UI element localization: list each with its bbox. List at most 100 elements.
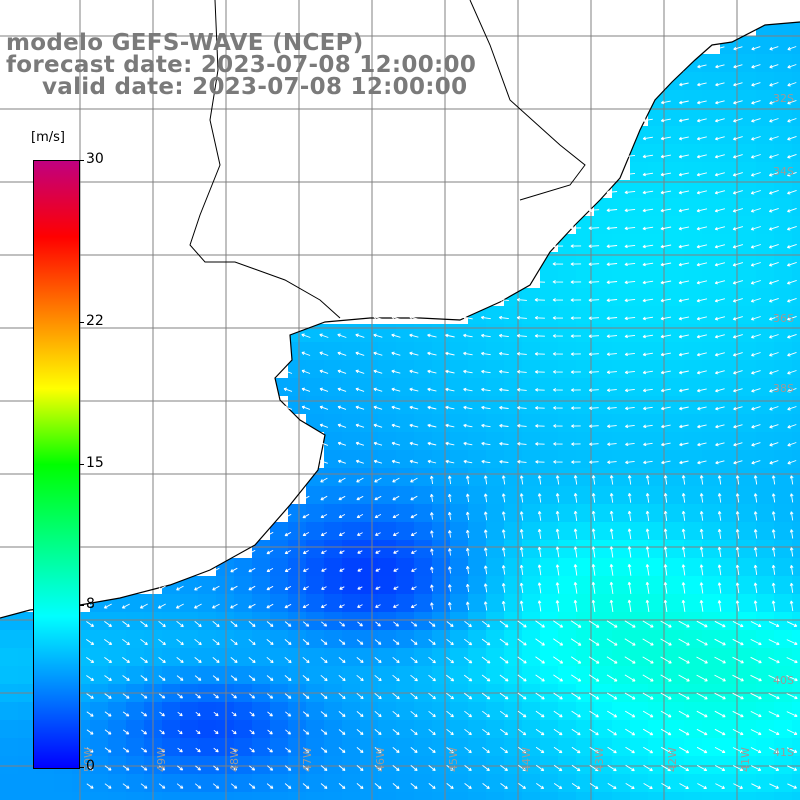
wind-speed-cell bbox=[126, 792, 144, 800]
wind-arrow bbox=[645, 581, 650, 594]
wind-speed-cell bbox=[432, 558, 450, 576]
wind-speed-cell bbox=[648, 720, 666, 738]
wind-arrow bbox=[624, 638, 636, 646]
wind-arrow bbox=[391, 351, 401, 356]
wind-arrow bbox=[465, 583, 470, 592]
wind-arrow bbox=[122, 765, 130, 771]
wind-arrow bbox=[714, 352, 725, 357]
wind-arrow bbox=[393, 550, 399, 554]
wind-arrow bbox=[733, 100, 743, 105]
wind-speed-cell bbox=[486, 702, 504, 720]
wind-arrow bbox=[681, 599, 686, 612]
wind-speed-cell bbox=[594, 522, 612, 540]
wind-speed-cell bbox=[558, 666, 576, 684]
wind-speed-cell bbox=[684, 540, 702, 558]
wind-speed-cell bbox=[792, 396, 800, 414]
wind-arrow bbox=[267, 765, 274, 771]
wind-arrow bbox=[338, 639, 346, 645]
wind-speed-cell bbox=[360, 360, 378, 378]
wind-speed-cell bbox=[378, 468, 396, 486]
wind-speed-cell bbox=[450, 576, 468, 594]
wind-speed-cell bbox=[558, 468, 576, 486]
colorbar-tick-label: 15 bbox=[86, 454, 104, 471]
wind-arrow bbox=[787, 315, 797, 321]
wind-arrow bbox=[302, 495, 310, 501]
wind-speed-cell bbox=[594, 306, 612, 324]
wind-speed-cell bbox=[540, 378, 558, 396]
wind-arrow bbox=[427, 333, 437, 338]
wind-speed-cell bbox=[630, 504, 648, 522]
wind-speed-cell bbox=[594, 738, 612, 756]
wind-speed-cell bbox=[252, 540, 270, 558]
wind-speed-cell bbox=[666, 288, 684, 306]
wind-speed-cell bbox=[594, 234, 612, 252]
wind-speed-cell bbox=[792, 324, 800, 342]
wind-speed-cell bbox=[792, 792, 800, 800]
wind-arrow bbox=[769, 46, 779, 51]
wind-arrow bbox=[499, 710, 509, 718]
wind-speed-cell bbox=[486, 432, 504, 450]
wind-speed-cell bbox=[666, 108, 684, 126]
wind-speed-cell bbox=[432, 540, 450, 558]
wind-arrow bbox=[411, 586, 417, 590]
wind-arrow bbox=[750, 638, 762, 646]
colorbar-units: [m/s] bbox=[31, 130, 65, 145]
wind-arrow bbox=[464, 765, 472, 772]
wind-arrow bbox=[428, 765, 436, 772]
wind-arrow bbox=[338, 657, 346, 664]
wind-speed-cell bbox=[522, 648, 540, 666]
wind-speed-cell bbox=[648, 126, 666, 144]
wind-arrow bbox=[176, 585, 184, 591]
wind-arrow bbox=[751, 406, 761, 411]
wind-arrow bbox=[463, 369, 473, 374]
wind-speed-cell bbox=[306, 504, 324, 522]
wind-speed-cell bbox=[648, 288, 666, 306]
wind-arrow bbox=[319, 441, 329, 446]
wind-arrow bbox=[555, 564, 560, 576]
wind-arrow bbox=[519, 493, 524, 503]
wind-speed-cell bbox=[270, 558, 288, 576]
wind-speed-cell bbox=[18, 612, 36, 630]
wind-arrow bbox=[787, 388, 797, 393]
wind-speed-cell bbox=[342, 612, 360, 630]
wind-arrow bbox=[769, 100, 779, 105]
wind-speed-cell bbox=[108, 630, 126, 648]
wind-arrow bbox=[768, 315, 779, 321]
wind-speed-cell bbox=[756, 630, 774, 648]
wind-speed-cell bbox=[792, 738, 800, 756]
wind-speed-cell bbox=[684, 522, 702, 540]
wind-speed-cell bbox=[486, 396, 504, 414]
wind-speed-cell bbox=[252, 756, 270, 774]
wind-arrow bbox=[447, 584, 452, 592]
wind-arrow bbox=[374, 514, 382, 519]
wind-arrow bbox=[231, 693, 237, 699]
wind-arrow bbox=[696, 334, 708, 339]
wind-speed-cell bbox=[126, 702, 144, 720]
wind-speed-cell bbox=[396, 720, 414, 738]
wind-arrow bbox=[357, 532, 363, 536]
wind-speed-cell bbox=[756, 558, 774, 576]
wind-speed-cell bbox=[396, 702, 414, 720]
wind-speed-cell bbox=[774, 486, 792, 504]
wind-arrow bbox=[482, 728, 491, 736]
wind-speed-cell bbox=[378, 414, 396, 432]
wind-speed-cell bbox=[432, 792, 450, 800]
wind-arrow bbox=[483, 547, 488, 557]
wind-speed-cell bbox=[468, 396, 486, 414]
wind-speed-cell bbox=[630, 774, 648, 792]
wind-arrow bbox=[122, 693, 130, 699]
wind-speed-cell bbox=[126, 594, 144, 612]
wind-speed-cell bbox=[306, 666, 324, 684]
wind-speed-cell bbox=[234, 720, 252, 738]
wind-speed-cell bbox=[576, 432, 594, 450]
wind-speed-cell bbox=[756, 450, 774, 468]
coastline bbox=[0, 0, 800, 619]
wind-speed-cell bbox=[432, 522, 450, 540]
wind-speed-cell bbox=[756, 324, 774, 342]
wind-speed-cell bbox=[378, 666, 396, 684]
wind-arrow bbox=[374, 692, 382, 700]
wind-arrow bbox=[678, 710, 690, 718]
wind-speed-cell bbox=[792, 522, 800, 540]
